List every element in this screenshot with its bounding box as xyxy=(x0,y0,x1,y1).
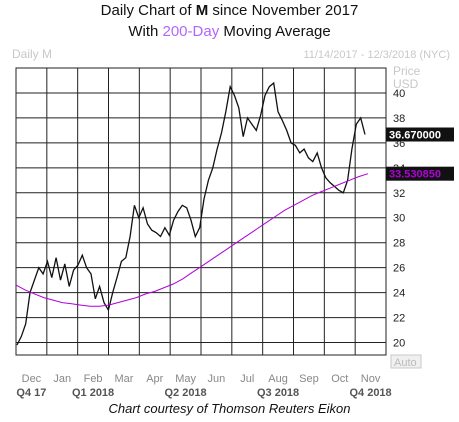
y-tick-label: 22 xyxy=(393,313,405,325)
x-tick-label: Oct xyxy=(331,373,348,385)
auto-scale-label: Auto xyxy=(394,357,417,369)
chart-label: Daily M xyxy=(12,47,52,61)
x-tick-label: Dec xyxy=(22,373,42,385)
y-tick-label: 40 xyxy=(393,88,405,100)
last-price-tag xyxy=(386,127,454,142)
x-tick-label: Jan xyxy=(53,373,71,385)
title-ticker: M xyxy=(195,2,209,19)
y-tick-label: 28 xyxy=(393,238,405,250)
x-axis-quarter-ticks: Q4 17 Q1 2018 Q2 2018 Q3 2018 Q4 2018 xyxy=(16,387,391,399)
subtitle-suffix: Moving Average xyxy=(219,23,331,40)
x-tick-label: Apr xyxy=(146,373,163,385)
y-axis-title-usd: USD xyxy=(393,77,419,91)
quarter-label: Q2 2018 xyxy=(164,387,206,399)
title-suffix: since November 2017 xyxy=(208,2,359,19)
y-tick-label: 20 xyxy=(393,338,405,350)
title-prefix: Daily Chart of xyxy=(100,2,196,19)
quarter-label: Q1 2018 xyxy=(72,387,114,399)
moving-average-line xyxy=(15,173,369,307)
x-tick-label: Aug xyxy=(268,373,288,385)
y-axis-title-price: Price xyxy=(393,64,421,78)
chart-title-line-2: With 200-Day Moving Average xyxy=(0,23,459,40)
x-tick-label: Nov xyxy=(361,373,381,385)
price-line xyxy=(16,81,366,346)
moving-average-value: 33.530850 xyxy=(389,169,441,181)
quarter-label: Q3 2018 xyxy=(257,387,299,399)
date-range-label: 11/14/2017 - 12/3/2018 (NYC) xyxy=(303,49,450,61)
price-chart: Daily M 11/14/2017 - 12/3/2018 (NYC) Pri… xyxy=(12,47,454,399)
chart-credit: Chart courtesy of Thomson Reuters Eikon xyxy=(108,401,351,416)
y-tick-label: 26 xyxy=(393,263,405,275)
y-tick-label: 38 xyxy=(393,113,405,125)
y-tick-label: 24 xyxy=(393,288,405,300)
x-tick-label: Sep xyxy=(299,373,319,385)
x-tick-label: Jul xyxy=(240,373,254,385)
subtitle-highlight: 200-Day xyxy=(162,23,220,40)
quarter-label: Q4 2018 xyxy=(349,387,391,399)
x-tick-label: May xyxy=(175,373,196,385)
x-tick-label: Mar xyxy=(114,373,133,385)
chart-title-line-1: Daily Chart of M since November 2017 xyxy=(0,2,459,19)
value-labels: 36.670000 33.530850 xyxy=(386,127,454,181)
y-tick-label: 30 xyxy=(393,213,405,225)
chart-series xyxy=(15,81,369,346)
subtitle-prefix: With xyxy=(128,23,163,40)
chart-grid xyxy=(15,67,387,356)
last-price-value: 36.670000 xyxy=(389,130,441,142)
y-tick-label: 32 xyxy=(393,188,405,200)
x-tick-label: Jun xyxy=(208,373,226,385)
x-axis-month-ticks: Dec Jan Feb Mar Apr May Jun Jul Aug Sep Oct Nov xyxy=(22,373,381,385)
moving-average-tag xyxy=(386,166,454,181)
auto-scale-button[interactable] xyxy=(390,354,422,369)
y-axis-ticks: 2022242628303234363840 xyxy=(393,88,405,350)
x-tick-label: Feb xyxy=(84,373,103,385)
quarter-label: Q4 17 xyxy=(16,387,46,399)
